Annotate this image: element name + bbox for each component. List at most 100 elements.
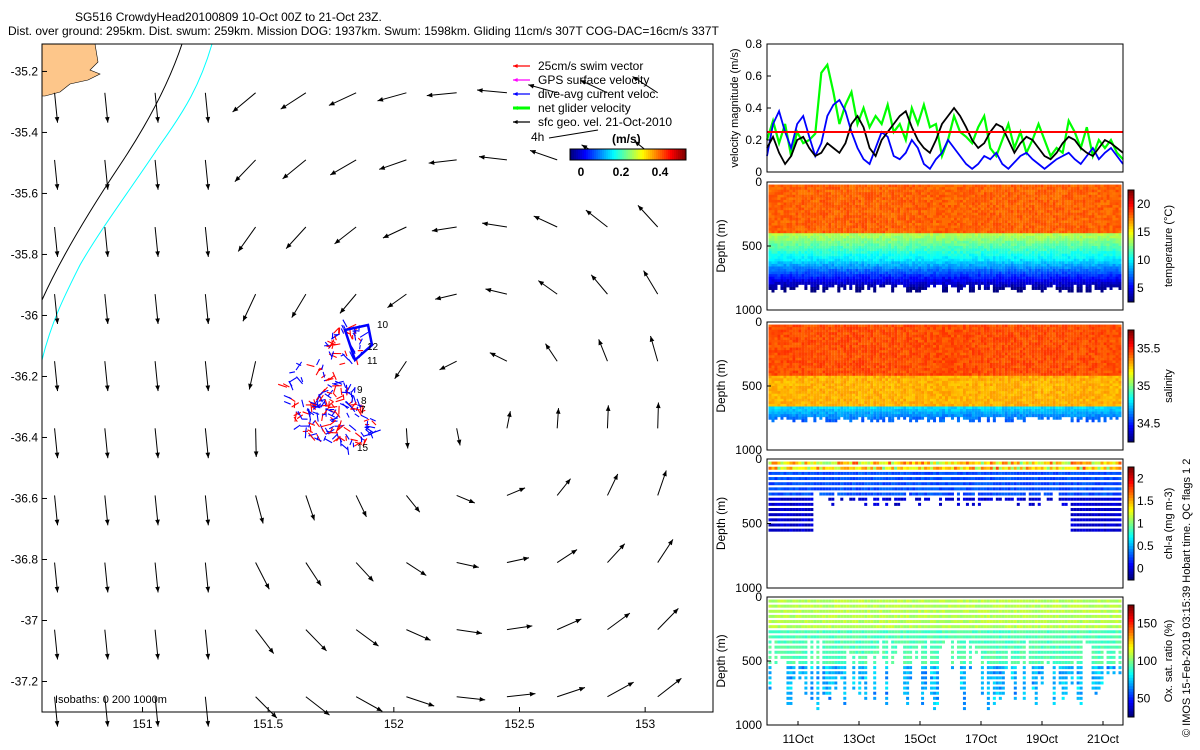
section-point [1061, 281, 1065, 285]
section-point [936, 233, 940, 237]
section-point [924, 243, 928, 247]
section-point [1085, 205, 1089, 209]
section-point [986, 225, 990, 229]
section-point [1004, 261, 1008, 265]
section-point [1022, 240, 1026, 244]
section-point [801, 271, 805, 275]
section-point [1055, 271, 1059, 275]
section-point [995, 235, 999, 239]
section-point [897, 261, 901, 265]
section-point [1001, 189, 1005, 193]
colorbar-cell [588, 149, 591, 160]
track-segment [324, 341, 331, 348]
current-vector-head [238, 245, 244, 252]
section-point [927, 263, 931, 267]
section-point [1082, 274, 1086, 278]
section-point [834, 271, 838, 275]
section-point [903, 261, 907, 265]
section-point [885, 233, 889, 237]
section-point [992, 212, 996, 216]
section-point [947, 220, 951, 224]
section-point [1004, 235, 1008, 239]
section-point [819, 228, 823, 232]
section-point [837, 222, 841, 226]
section-point [888, 233, 892, 237]
section-point [989, 197, 993, 201]
section-point [876, 202, 880, 206]
section-point [795, 235, 799, 239]
section-point [974, 189, 978, 193]
section-point [1055, 261, 1059, 265]
section-point [1016, 289, 1020, 293]
section-point [813, 263, 817, 267]
section-point [1049, 215, 1053, 219]
current-vector-head [662, 470, 667, 477]
section-point [1064, 284, 1068, 288]
section-point [909, 228, 913, 232]
section-point [810, 253, 814, 257]
section-point [971, 284, 975, 288]
section-point [965, 187, 969, 191]
section-point [777, 248, 781, 252]
section-point [798, 233, 802, 237]
section-point [798, 269, 802, 273]
y-tick-label: -36 [21, 308, 39, 322]
section-point [1082, 199, 1086, 203]
section-point [909, 279, 913, 283]
section-point [1049, 210, 1053, 214]
section-point [1037, 228, 1041, 232]
section-point [1028, 281, 1032, 285]
section-point [1082, 240, 1086, 244]
section-point [944, 263, 948, 267]
section-point [783, 286, 787, 290]
section-point [942, 286, 946, 290]
section-point [858, 212, 862, 216]
section-point [849, 240, 853, 244]
section-point [977, 248, 981, 252]
section-point [983, 228, 987, 232]
section-point [867, 263, 871, 267]
section-point [819, 261, 823, 265]
section-point [962, 276, 966, 280]
section-point [1037, 266, 1041, 270]
section-point [798, 240, 802, 244]
section-point [774, 281, 778, 285]
section-point [861, 240, 865, 244]
colorbar-cell [676, 149, 679, 160]
section-point [1055, 202, 1059, 206]
section-point [968, 274, 972, 278]
track-segment [326, 391, 332, 395]
section-point [897, 238, 901, 242]
section-point [912, 220, 916, 224]
section-point [777, 215, 781, 219]
section-point [810, 251, 814, 255]
section-point [1046, 184, 1050, 188]
section-point [873, 279, 877, 283]
section-point [1007, 238, 1011, 242]
section-point [1025, 271, 1029, 275]
section-point [903, 238, 907, 242]
section-point [813, 207, 817, 211]
section-point [879, 222, 883, 226]
section-point [816, 235, 820, 239]
section-point [783, 243, 787, 247]
section-point [849, 192, 853, 196]
section-point [959, 248, 963, 252]
section-point [962, 207, 966, 211]
map-colorbar: (m/s)0 0.2 0.4 [569, 132, 687, 179]
colorbar-frame [569, 148, 687, 161]
section-point [909, 284, 913, 288]
section-point [1034, 274, 1038, 278]
section-point [855, 246, 859, 249]
section-point [888, 271, 892, 275]
section-point [885, 225, 889, 229]
section-point [777, 192, 781, 196]
section-point [774, 197, 778, 201]
legend-label: GPS surface velocity [538, 73, 649, 87]
section-point [825, 258, 829, 262]
section-point [849, 197, 853, 201]
section-point [786, 207, 790, 211]
section-point [861, 235, 865, 239]
section-point [1037, 246, 1041, 249]
